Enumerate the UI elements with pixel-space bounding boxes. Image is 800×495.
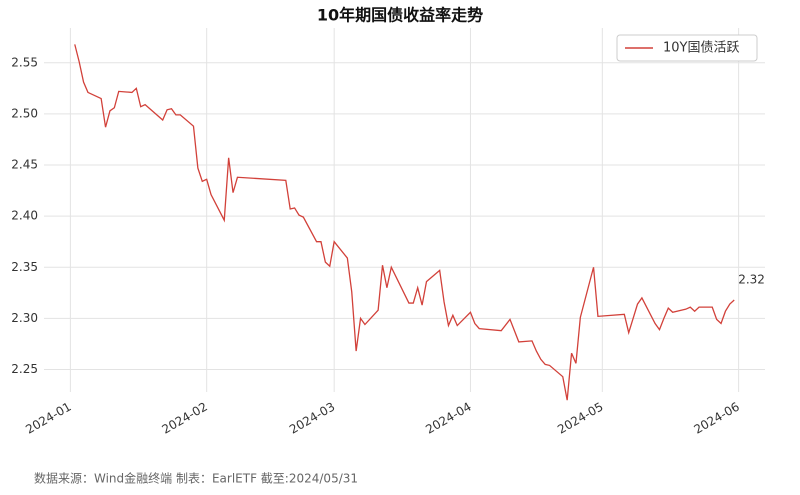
y-tick-label: 2.50 (11, 106, 38, 120)
x-tick-label: 2024-04 (423, 400, 473, 437)
y-tick-label: 2.30 (11, 311, 38, 325)
y-tick-label: 2.45 (11, 158, 38, 172)
legend-box (616, 34, 758, 62)
y-tick-label: 2.35 (11, 260, 38, 274)
x-tick-label: 2024-02 (159, 400, 209, 437)
chart-title: 10年期国债收益率走势 (317, 6, 483, 25)
legend-label: 10Y国债活跃 (663, 41, 739, 56)
x-tick-label: 2024-05 (555, 400, 605, 437)
y-tick-label: 2.55 (11, 55, 38, 69)
data-label: 2.32 (738, 272, 765, 286)
y-tick-label: 2.40 (11, 209, 38, 223)
y-tick-label: 2.25 (11, 362, 38, 376)
data-line (74, 44, 735, 401)
footnote: 数据来源：Wind金融终端 制表：EarlETF 截至:2024/05/31 (34, 471, 358, 486)
x-tick-label: 2024-01 (23, 400, 73, 437)
x-tick-label: 2024-06 (691, 400, 741, 437)
x-tick-label: 2024-03 (287, 400, 337, 437)
